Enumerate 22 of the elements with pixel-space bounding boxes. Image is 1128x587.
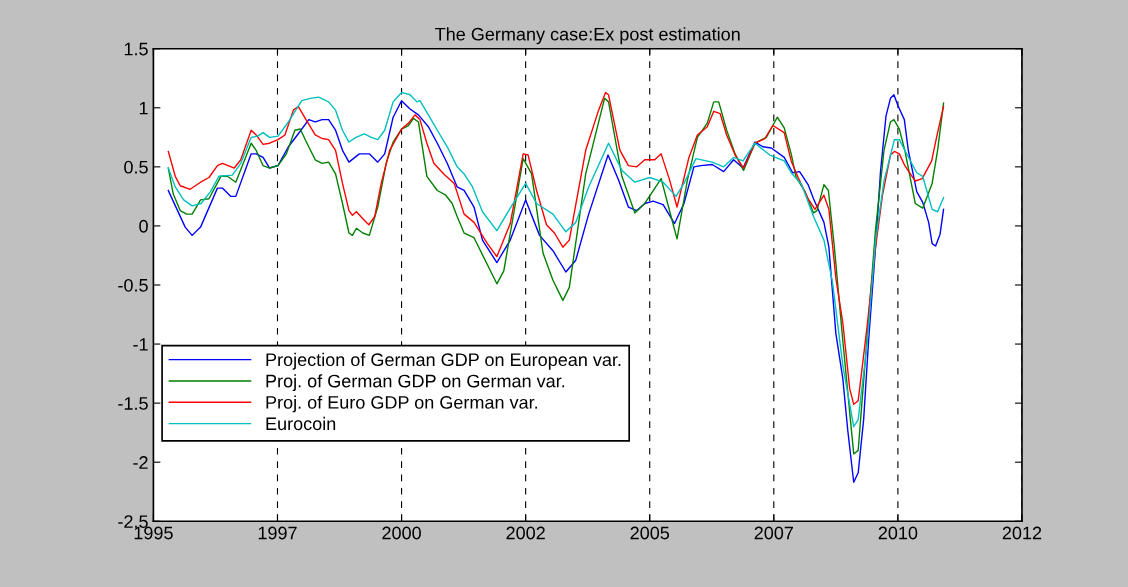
legend-label: Proj. of German GDP on German var.	[266, 374, 565, 392]
x-tick-label: 2002	[506, 526, 545, 540]
y-tick-label: -2.5	[118, 515, 148, 528]
legend-label: Proj. of Euro GDP on German var.	[266, 395, 537, 413]
x-tick-label: 2005	[630, 526, 670, 540]
y-tick-label: 1	[139, 101, 148, 115]
legend-label: Eurocoin	[266, 416, 336, 431]
chart-title: The Germany case:Ex post estimation	[435, 27, 740, 45]
y-tick-label: -1.5	[118, 397, 148, 410]
x-tick-label: 1997	[258, 526, 297, 540]
y-tick-label: -0.5	[118, 278, 148, 292]
x-tick-label: 1995	[134, 526, 173, 540]
legend-label: Projection of German GDP on European var.	[266, 352, 621, 370]
y-tick-label: -1	[133, 338, 148, 351]
x-tick-label: 2012	[1002, 526, 1042, 540]
y-tick-label: 0.5	[124, 160, 148, 174]
x-tick-label: 2007	[754, 526, 793, 540]
y-tick-label: -2	[133, 456, 148, 469]
y-tick-label: 0	[139, 219, 148, 233]
x-tick-label: 2010	[878, 526, 918, 540]
y-tick-label: 1.5	[124, 42, 148, 56]
x-tick-label: 2000	[382, 526, 421, 540]
